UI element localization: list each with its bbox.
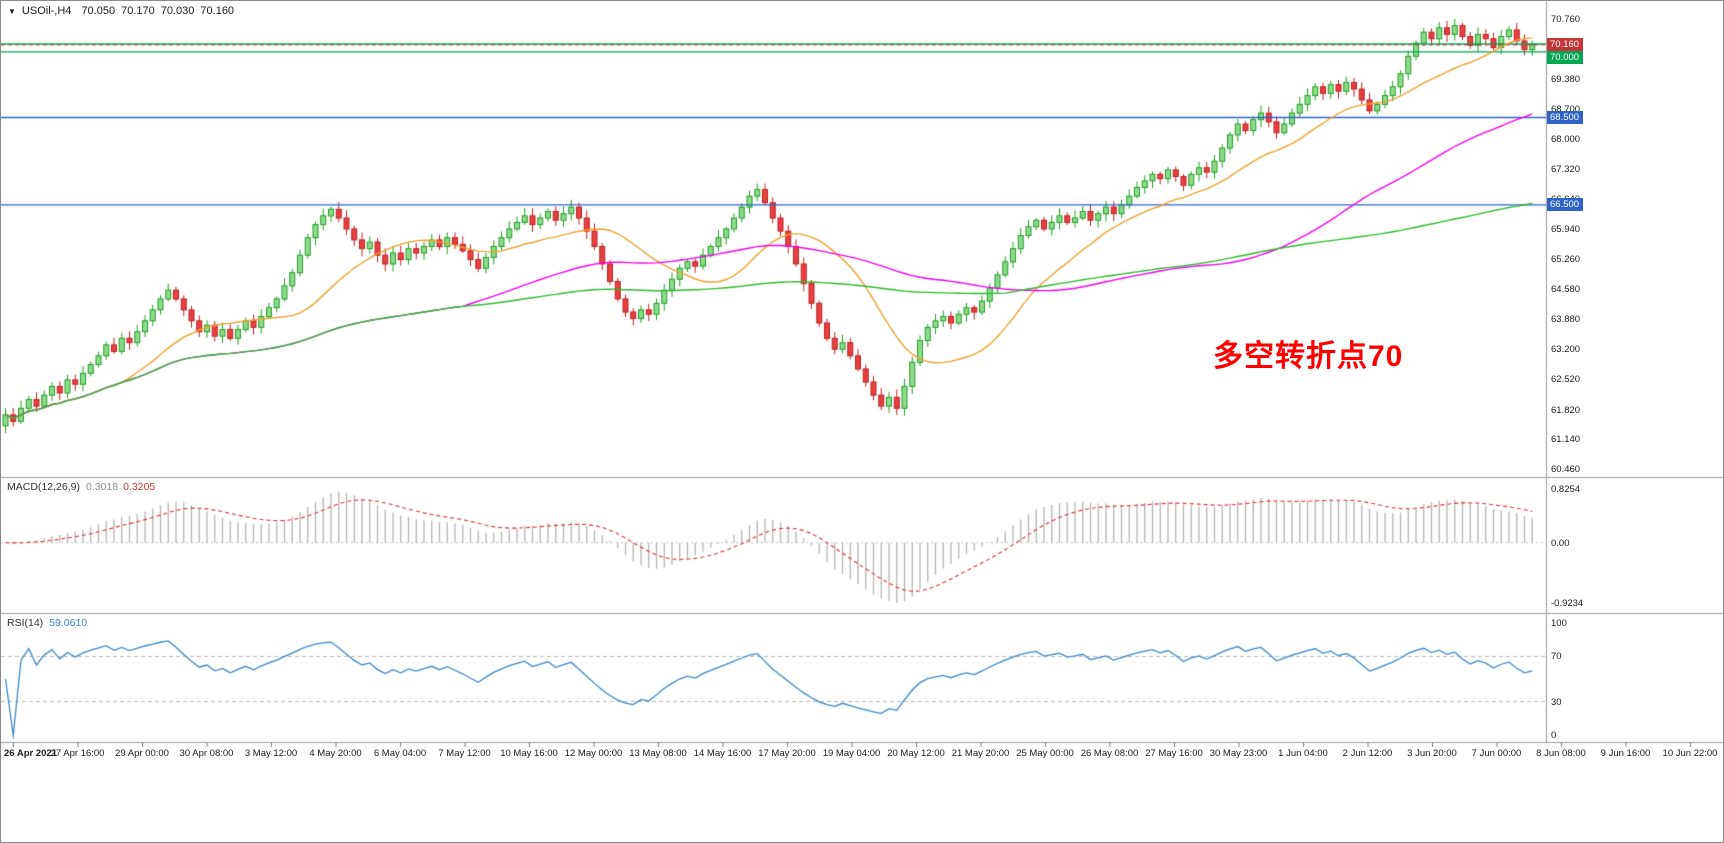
symbol-info: ▼ USOil-,H4 70.050 70.170 70.030 70.160 [8,5,240,17]
price-tick-label: 68.000 [1551,134,1581,146]
price-tick-label: 70.760 [1551,13,1581,25]
time-axis-label: 8 Jun 08:00 [1536,748,1586,759]
time-axis-label: 26 May 08:00 [1080,748,1139,759]
rsi-indicator-label: RSI(14) 59.0610 [7,617,87,629]
macd-main-value: 0.3018 [85,481,119,493]
time-axis-label: 19 May 04:00 [822,748,881,759]
time-axis-label: 25 May 00:00 [1016,748,1074,759]
price-low-value: 70.030 [160,5,195,17]
time-axis-label: 13 May 08:00 [629,748,687,759]
annotation-text: 多空转折点70 [1213,340,1404,373]
price-tick-label: 65.260 [1551,254,1581,266]
rsi-name: RSI(14) [7,617,44,629]
time-axis-label: 2 Jun 12:00 [1342,748,1393,759]
macd-name: MACD(12,26,9) [7,481,80,493]
price-tick-label: 63.200 [1551,344,1581,356]
time-axis-label: 30 Apr 08:00 [179,748,234,759]
price-tick-label: 69.380 [1551,73,1581,85]
time-axis-label: 17 May 20:00 [758,748,816,759]
symbol-dropdown-icon[interactable]: ▼ [8,7,16,16]
time-axis[interactable]: 26 Apr 2021 27 Apr 16:00 29 Apr 00:00 30 Ap… [1,748,1723,764]
macd-indicator-label: MACD(12,26,9) 0.3018 0.3205 [7,481,155,493]
time-axis-label: 29 Apr 00:00 [115,748,169,759]
symbol-timeframe-label: USOil-,H4 [21,5,72,17]
price-tick-label: 65.940 [1551,224,1581,236]
price-tick-label: 64.580 [1551,283,1581,295]
time-axis-label: 27 Apr 16:00 [50,748,105,759]
price-tick-label: 67.320 [1551,164,1581,176]
price-open-value: 70.050 [81,5,116,17]
price-tick-label: 63.880 [1551,314,1581,326]
rsi-axis-label: 100 [1551,617,1567,629]
rsi-value: 59.0610 [49,617,88,629]
rsi-axis-label: 30 [1551,696,1562,708]
time-axis-label: 6 May 04:00 [373,748,427,759]
price-line-badge: 66.500 [1547,198,1584,212]
price-tick-label: 62.520 [1551,373,1581,385]
price-tick-label: 60.460 [1551,464,1581,476]
rsi-axis-label: 70 [1551,651,1562,663]
time-axis-label: 14 May 16:00 [693,748,752,759]
time-axis-label: 27 May 16:00 [1145,748,1203,759]
price-tick-label: 61.820 [1551,404,1581,416]
macd-axis-label: 0.00 [1551,537,1570,549]
price-line-badge: 70.000 [1547,51,1584,65]
time-axis-label: 10 Jun 22:00 [1662,748,1718,759]
time-axis-label: 3 Jun 20:00 [1407,748,1457,759]
time-axis-label: 7 Jun 00:00 [1471,748,1522,759]
macd-axis-label: -0.9234 [1551,597,1584,609]
price-close-value: 70.160 [200,5,235,17]
price-tick-label: 68.700 [1551,103,1581,115]
price-high-value: 70.170 [121,5,155,17]
rsi-axis-label: 0 [1551,730,1557,742]
time-axis-label: 7 May 12:00 [438,748,491,759]
time-axis-label: 9 Jun 16:00 [1600,748,1651,759]
price-line-badge: 68.500 [1547,110,1584,124]
time-axis-label: 26 Apr 2021 [4,748,57,759]
price-line-badge: 70.160 [1547,38,1584,52]
time-axis-label: 3 May 12:00 [244,748,298,759]
time-axis-label: 12 May 00:00 [564,748,623,759]
macd-signal-value: 0.3205 [123,481,156,493]
price-tick-label: 61.140 [1551,434,1581,446]
time-axis-label: 1 Jun 04:00 [1278,748,1328,759]
time-axis-label: 4 May 20:00 [309,748,362,759]
time-axis-label: 20 May 12:00 [887,748,945,759]
time-axis-label: 30 May 23:00 [1209,748,1268,759]
time-axis-label: 21 May 20:00 [951,748,1010,759]
time-axis-label: 10 May 16:00 [500,748,558,759]
macd-axis-label: 0.8254 [1551,484,1581,496]
